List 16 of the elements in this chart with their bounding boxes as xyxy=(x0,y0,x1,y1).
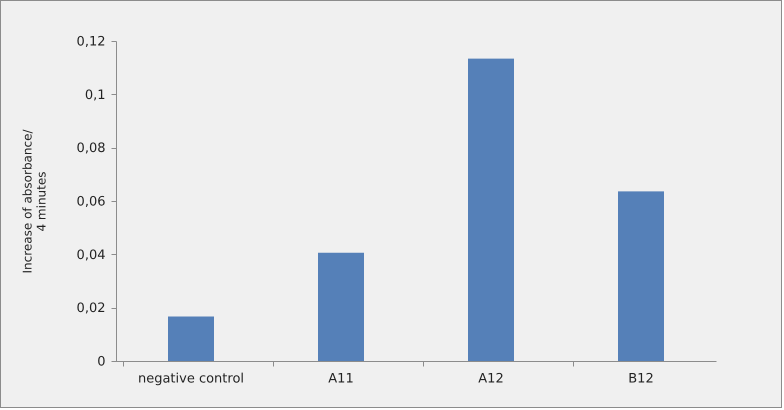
x-tick-label: B12 xyxy=(628,372,654,386)
x-tick-label: negative control xyxy=(138,372,244,386)
y-tick-label: 0,02 xyxy=(76,301,106,316)
y-tick-label: 0,1 xyxy=(84,88,106,103)
y-tick-label: 0,08 xyxy=(76,141,106,156)
y-tick-label: 0,04 xyxy=(76,248,106,263)
y-tick-label: 0 xyxy=(97,354,106,370)
x-tick-label: A12 xyxy=(478,372,504,386)
y-axis-title: Increase of absorbance/ 4 minutes xyxy=(20,128,49,274)
y-tick-label: 0,12 xyxy=(76,34,106,50)
bar xyxy=(468,58,514,361)
x-tick-label: A11 xyxy=(328,372,354,386)
y-tick-label: 0,06 xyxy=(76,194,106,210)
bar xyxy=(618,191,664,361)
bar xyxy=(318,252,364,361)
bar xyxy=(168,316,214,361)
